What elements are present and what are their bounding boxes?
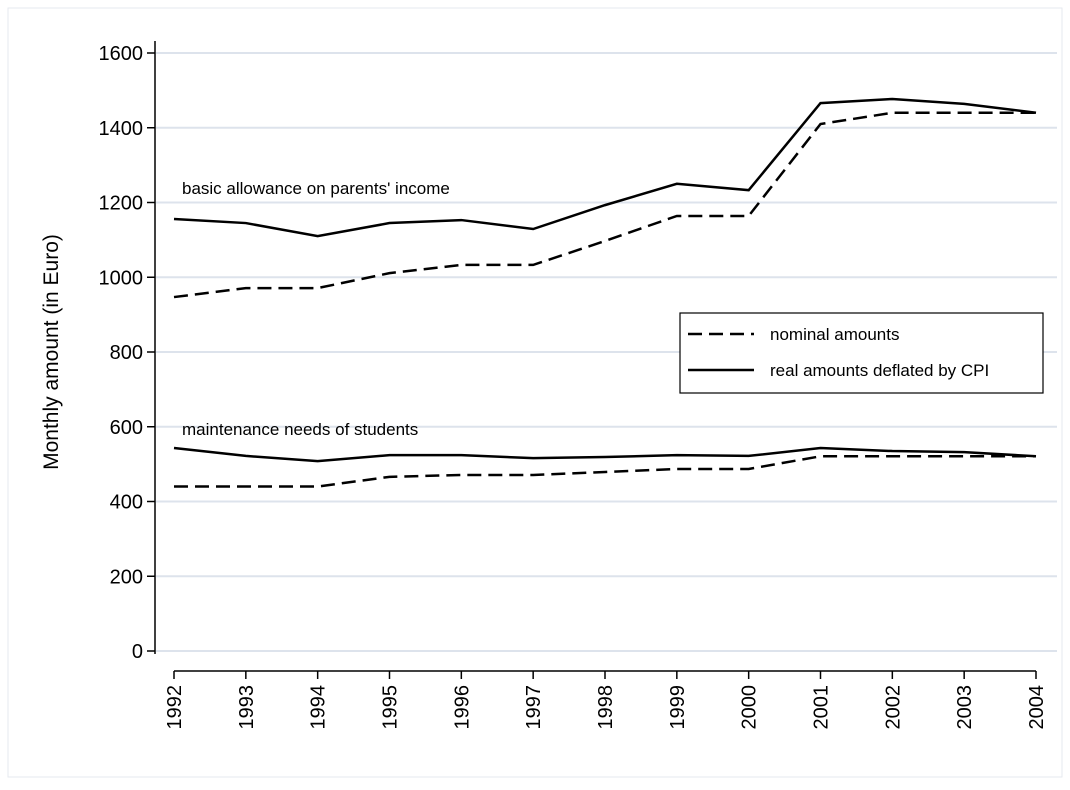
x-tick-label: 2004 — [1026, 685, 1048, 730]
y-tick-label: 1600 — [99, 43, 144, 65]
y-tick-label: 200 — [110, 566, 143, 588]
x-tick-label: 2000 — [739, 685, 761, 730]
x-tick-label: 2001 — [811, 685, 833, 730]
x-tick-label: 1993 — [236, 685, 258, 730]
series-line — [174, 455, 1036, 488]
series-line — [173, 446, 1037, 463]
x-tick-label: 2002 — [882, 685, 904, 730]
legend-label: nominal amounts — [770, 325, 899, 344]
x-tick-label: 1996 — [451, 685, 473, 730]
x-tick-label: 1994 — [308, 685, 330, 730]
y-tick-label: 800 — [110, 342, 143, 364]
x-tick-label: 1995 — [380, 685, 402, 730]
series-annotation: basic allowance on parents' income — [182, 179, 450, 198]
y-tick-label: 400 — [110, 492, 143, 514]
y-tick-label: 1000 — [99, 267, 144, 289]
x-tick-label: 2003 — [954, 685, 976, 730]
y-tick-label: 1400 — [99, 118, 144, 140]
x-tick-label: 1999 — [667, 685, 689, 730]
y-tick-label: 600 — [110, 417, 143, 439]
series-annotation: maintenance needs of students — [182, 420, 418, 439]
legend-label: real amounts deflated by CPI — [770, 361, 989, 380]
x-tick-label: 1992 — [164, 685, 186, 730]
y-tick-label: 1200 — [99, 193, 144, 215]
series-line — [173, 97, 1037, 238]
legend-box — [679, 312, 1044, 394]
y-tick-label: 0 — [132, 641, 143, 663]
x-tick-label: 1997 — [523, 685, 545, 730]
x-tick-label: 1998 — [595, 685, 617, 730]
y-axis-label: Monthly amount (in Euro) — [40, 234, 63, 470]
